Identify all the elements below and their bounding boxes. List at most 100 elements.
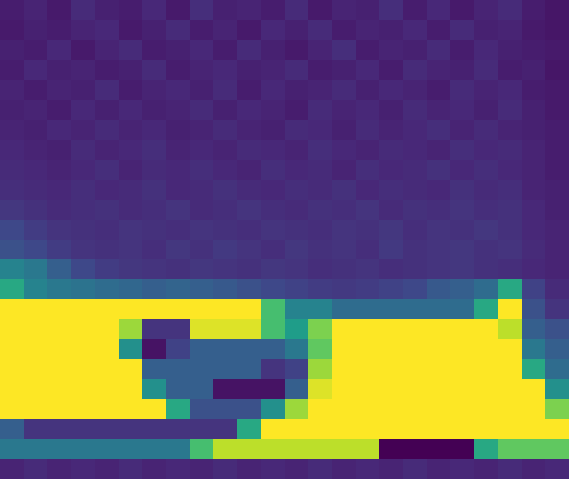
cell [213,20,237,41]
cell [545,180,569,201]
cell [450,319,474,340]
cell [237,299,261,320]
cell [545,100,569,121]
cell [261,359,285,380]
cell [71,459,95,479]
cell [403,220,427,241]
cell [47,279,71,300]
cell [522,459,546,479]
cell [403,359,427,380]
cell [356,60,380,81]
cell [403,299,427,320]
cell [166,379,190,400]
cell [427,399,451,420]
cell [95,240,119,261]
cell [427,140,451,161]
cell [427,40,451,61]
cell [0,100,24,121]
cell [190,319,214,340]
cell [190,459,214,479]
cell [379,359,403,380]
cell [498,339,522,360]
cell [261,419,285,440]
cell [498,259,522,280]
cell [237,339,261,360]
cell [285,419,309,440]
cell [332,279,356,300]
cell [95,20,119,41]
cell [0,200,24,221]
cell [379,120,403,141]
cell [71,259,95,280]
cell [332,20,356,41]
cell [24,379,48,400]
cell [213,359,237,380]
cell [403,459,427,479]
cell [0,279,24,300]
cell [356,379,380,400]
cell [545,319,569,340]
cell [142,200,166,221]
cell [213,319,237,340]
cell [379,439,403,460]
cell [332,399,356,420]
cell [213,160,237,181]
cell [95,100,119,121]
cell [24,140,48,161]
cell [285,240,309,261]
cell [119,259,143,280]
cell [0,459,24,479]
cell [237,200,261,221]
cell [166,140,190,161]
cell [285,0,309,21]
cell [24,160,48,181]
cell [24,319,48,340]
cell [403,0,427,21]
cell [356,240,380,261]
cell [24,439,48,460]
cell [356,100,380,121]
cell [142,459,166,479]
cell [356,200,380,221]
cell [190,40,214,61]
cell [119,140,143,161]
cell [356,339,380,360]
cell [332,100,356,121]
cell [450,200,474,221]
cell [403,180,427,201]
cell [285,339,309,360]
cell [0,299,24,320]
cell [498,319,522,340]
cell [142,180,166,201]
cell [545,419,569,440]
cell [24,20,48,41]
cell [356,319,380,340]
cell [308,20,332,41]
cell [237,0,261,21]
cell [450,180,474,201]
cell [119,80,143,101]
cell [166,459,190,479]
cell [403,279,427,300]
cell [450,20,474,41]
cell [308,379,332,400]
cell [190,419,214,440]
cell [190,160,214,181]
cell [213,459,237,479]
cell [498,140,522,161]
cell [237,160,261,181]
cell [190,200,214,221]
cell [142,259,166,280]
cell [47,459,71,479]
cell [285,259,309,280]
cell [332,259,356,280]
cell [474,160,498,181]
cell [308,240,332,261]
cell [450,60,474,81]
cell [450,439,474,460]
cell [237,40,261,61]
cell [166,200,190,221]
cell [47,200,71,221]
cell [0,60,24,81]
cell [119,20,143,41]
